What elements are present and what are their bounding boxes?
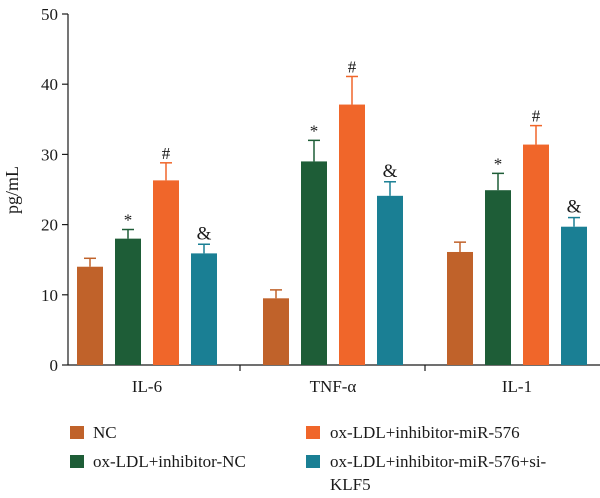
bar <box>485 190 511 365</box>
significance-marker: & <box>567 197 582 218</box>
legend-item-ox-ldl-inhibitor-mir576-si-klf5: ox-LDL+inhibitor-miR-576+si- KLF5 <box>306 452 547 494</box>
y-tick-label: 0 <box>50 356 59 375</box>
bar <box>153 180 179 365</box>
significance-marker: # <box>532 107 541 126</box>
x-tick-label: IL-6 <box>132 377 162 396</box>
significance-marker: & <box>383 161 398 182</box>
significance-marker: # <box>162 144 171 163</box>
y-tick-label: 30 <box>41 145 58 164</box>
y-tick-label: 10 <box>41 286 58 305</box>
legend-item-ox-ldl-inhibitor-nc: ox-LDL+inhibitor-NC <box>70 452 246 471</box>
significance-marker: * <box>124 211 133 230</box>
x-tick-label: IL-1 <box>502 377 532 396</box>
legend-swatch-ox-ldl-inhibitor-nc <box>70 455 84 468</box>
bar <box>523 144 549 365</box>
significance-marker: # <box>348 57 357 76</box>
bars <box>77 104 587 366</box>
bar <box>301 161 327 365</box>
significance-marker: * <box>310 121 319 140</box>
legend-label-ox-ldl-inhibitor-mir576-si-klf5-line2: KLF5 <box>330 475 371 494</box>
bar <box>77 266 103 365</box>
axes <box>62 13 600 371</box>
y-tick-label: 50 <box>41 5 58 24</box>
bar <box>115 238 141 365</box>
significance-marker: * <box>494 154 503 173</box>
legend-label-ox-ldl-inhibitor-mir576-si-klf5-line1: ox-LDL+inhibitor-miR-576+si- <box>330 452 547 471</box>
error-bars <box>84 75 580 299</box>
bar <box>339 104 365 366</box>
significance-markers: * # & * # & * # & <box>124 57 582 244</box>
x-tick-label: TNF-α <box>310 377 357 396</box>
bar <box>447 251 473 365</box>
legend-swatch-ox-ldl-inhibitor-mir576-si-klf5 <box>306 455 320 468</box>
legend-item-ox-ldl-inhibitor-mir576: ox-LDL+inhibitor-miR-576 <box>306 423 520 442</box>
legend-swatch-nc <box>70 426 84 439</box>
bar <box>561 226 587 365</box>
y-tick-label: 20 <box>41 216 58 235</box>
legend: NC ox-LDL+inhibitor-NC ox-LDL+inhibitor-… <box>70 423 547 494</box>
tick-labels: 0 10 20 30 40 50 IL-6 TNF-α IL-1 <box>41 5 532 396</box>
y-axis-label: pg/mL <box>2 166 22 214</box>
legend-item-nc: NC <box>70 423 117 442</box>
bar <box>263 298 289 365</box>
bar <box>377 195 403 365</box>
y-tick-label: 40 <box>41 75 58 94</box>
legend-swatch-ox-ldl-inhibitor-mir576 <box>306 426 320 439</box>
bar <box>191 253 217 365</box>
legend-label-ox-ldl-inhibitor-mir576: ox-LDL+inhibitor-miR-576 <box>330 423 520 442</box>
legend-label-ox-ldl-inhibitor-nc: ox-LDL+inhibitor-NC <box>93 452 246 471</box>
legend-label-nc: NC <box>93 423 117 442</box>
significance-marker: & <box>197 223 212 244</box>
